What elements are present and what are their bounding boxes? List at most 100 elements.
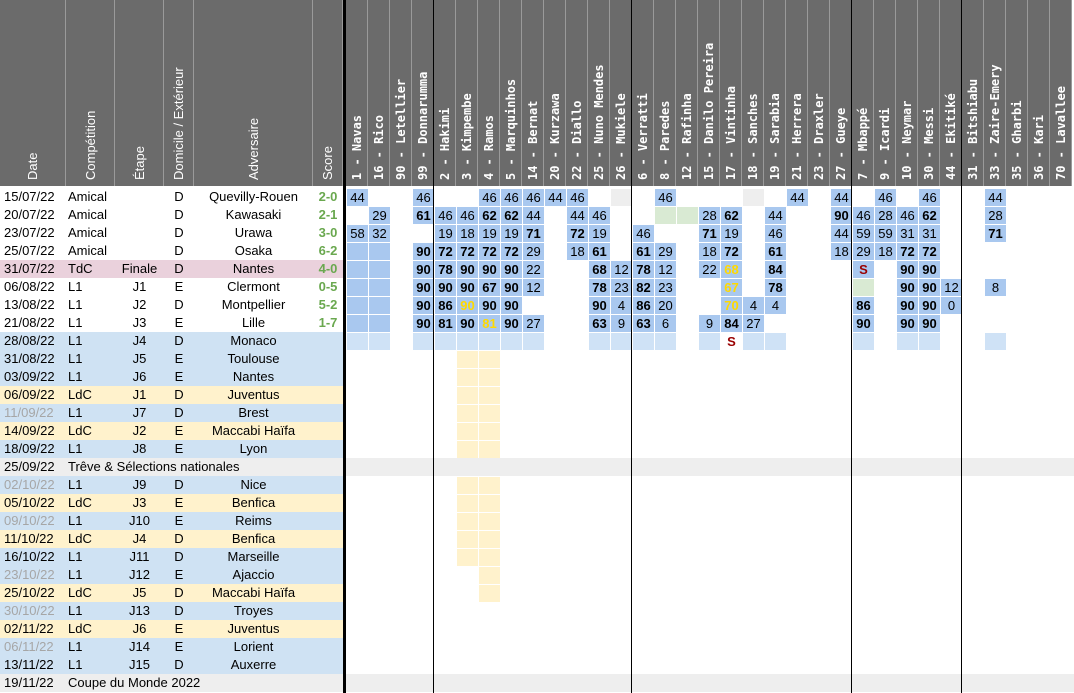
player-cell[interactable]: 72 [457, 243, 478, 260]
player-cell[interactable] [457, 549, 478, 566]
table-row[interactable] [0, 476, 343, 494]
player-cell[interactable]: 44 [347, 189, 368, 206]
player-cell[interactable] [457, 423, 478, 440]
header-player-gueye[interactable]: 27 - Gueye [830, 0, 852, 186]
player-cell[interactable]: 90 [479, 297, 500, 314]
player-cell[interactable] [501, 333, 522, 350]
table-row[interactable] [0, 242, 343, 260]
player-cell[interactable]: 86 [633, 297, 654, 314]
player-cell[interactable]: 22 [523, 261, 544, 278]
player-cell[interactable]: 6 [655, 315, 676, 332]
player-cell[interactable]: 9 [699, 315, 720, 332]
player-cell[interactable]: 46 [897, 207, 918, 224]
player-cell[interactable]: 46 [501, 189, 522, 206]
player-cell[interactable]: 71 [985, 225, 1006, 242]
player-cell[interactable]: 44 [831, 189, 852, 206]
header-player-kimpembe[interactable]: 3 - Kimpembe [456, 0, 478, 186]
player-cell[interactable] [479, 495, 500, 512]
player-cell[interactable]: 90 [897, 315, 918, 332]
player-cell[interactable] [347, 261, 368, 278]
player-cell[interactable]: 46 [413, 189, 434, 206]
player-cell[interactable] [369, 279, 390, 296]
table-row[interactable] [0, 260, 343, 278]
player-cell[interactable]: 20 [655, 297, 676, 314]
player-cell[interactable]: 32 [369, 225, 390, 242]
player-cell[interactable]: 29 [369, 207, 390, 224]
player-cell[interactable] [985, 333, 1006, 350]
player-cell[interactable] [457, 387, 478, 404]
table-row[interactable] [0, 350, 343, 368]
player-cell[interactable] [457, 513, 478, 530]
player-cell[interactable]: 90 [479, 261, 500, 278]
player-cell[interactable] [677, 207, 698, 224]
header-domicile[interactable]: Domicile / Extérieur [164, 0, 194, 186]
player-cell[interactable]: 46 [523, 189, 544, 206]
player-cell[interactable] [699, 333, 720, 350]
player-cell[interactable] [479, 513, 500, 530]
player-cell[interactable] [633, 333, 654, 350]
player-cell[interactable] [479, 531, 500, 548]
player-cell[interactable]: 90 [413, 279, 434, 296]
player-cell[interactable]: S [853, 261, 874, 278]
player-cell[interactable]: 46 [589, 207, 610, 224]
player-cell[interactable]: 31 [897, 225, 918, 242]
header-player-kari[interactable]: 36 - Kari [1028, 0, 1050, 186]
player-cell[interactable] [853, 279, 874, 296]
player-cell[interactable]: 81 [435, 315, 456, 332]
player-cell[interactable] [457, 495, 478, 512]
header-player-rafinha[interactable]: 12 - Rafinha [676, 0, 698, 186]
header-player-paredes[interactable]: 8 - Paredes [654, 0, 676, 186]
table-row[interactable] [0, 638, 343, 656]
player-cell[interactable]: 90 [919, 279, 940, 296]
player-cell[interactable]: 78 [589, 279, 610, 296]
header-adversaire[interactable]: Adversaire [194, 0, 313, 186]
player-cell[interactable]: 12 [611, 261, 632, 278]
player-cell[interactable]: 46 [853, 207, 874, 224]
player-cell[interactable]: 86 [853, 297, 874, 314]
player-cell[interactable] [479, 441, 500, 458]
player-cell[interactable]: 90 [457, 279, 478, 296]
table-row[interactable] [0, 296, 343, 314]
player-cell[interactable] [347, 243, 368, 260]
header-date[interactable]: Date [0, 0, 66, 186]
table-row[interactable] [0, 512, 343, 530]
table-row[interactable] [0, 188, 343, 206]
table-row[interactable] [0, 422, 343, 440]
player-cell[interactable]: 82 [633, 279, 654, 296]
player-cell[interactable] [479, 405, 500, 422]
player-cell[interactable]: 61 [633, 243, 654, 260]
header-player-messi[interactable]: 30 - Messi [918, 0, 940, 186]
player-cell[interactable]: 90 [919, 297, 940, 314]
player-cell[interactable]: 46 [435, 207, 456, 224]
header-player-diallo[interactable]: 22 - Diallo [566, 0, 588, 186]
player-cell[interactable]: 62 [919, 207, 940, 224]
player-cell[interactable]: 19 [435, 225, 456, 242]
player-cell[interactable]: 0 [941, 297, 962, 314]
player-cell[interactable] [611, 333, 632, 350]
player-cell[interactable]: 72 [721, 243, 742, 260]
player-cell[interactable]: 59 [853, 225, 874, 242]
player-cell[interactable]: 90 [413, 243, 434, 260]
player-cell[interactable]: 46 [479, 189, 500, 206]
player-cell[interactable] [479, 351, 500, 368]
player-cell[interactable] [743, 333, 764, 350]
header-score[interactable]: Score [313, 0, 343, 186]
table-row[interactable] [0, 440, 343, 458]
player-cell[interactable]: 18 [831, 243, 852, 260]
player-cell[interactable]: 90 [457, 297, 478, 314]
player-cell[interactable] [479, 549, 500, 566]
table-row[interactable] [0, 602, 343, 620]
player-cell[interactable]: 62 [721, 207, 742, 224]
player-cell[interactable]: 63 [633, 315, 654, 332]
player-cell[interactable] [457, 333, 478, 350]
player-cell[interactable]: 23 [611, 279, 632, 296]
player-cell[interactable]: 67 [479, 279, 500, 296]
player-cell[interactable]: 18 [699, 243, 720, 260]
player-cell[interactable] [589, 333, 610, 350]
player-cell[interactable]: 90 [919, 261, 940, 278]
header-player-bitshiabu[interactable]: 31 - Bitshiabu [962, 0, 984, 186]
player-cell[interactable]: 90 [501, 297, 522, 314]
header-player-kurzawa[interactable]: 20 - Kurzawa [544, 0, 566, 186]
player-cell[interactable]: 70 [721, 297, 742, 314]
player-cell[interactable] [457, 369, 478, 386]
